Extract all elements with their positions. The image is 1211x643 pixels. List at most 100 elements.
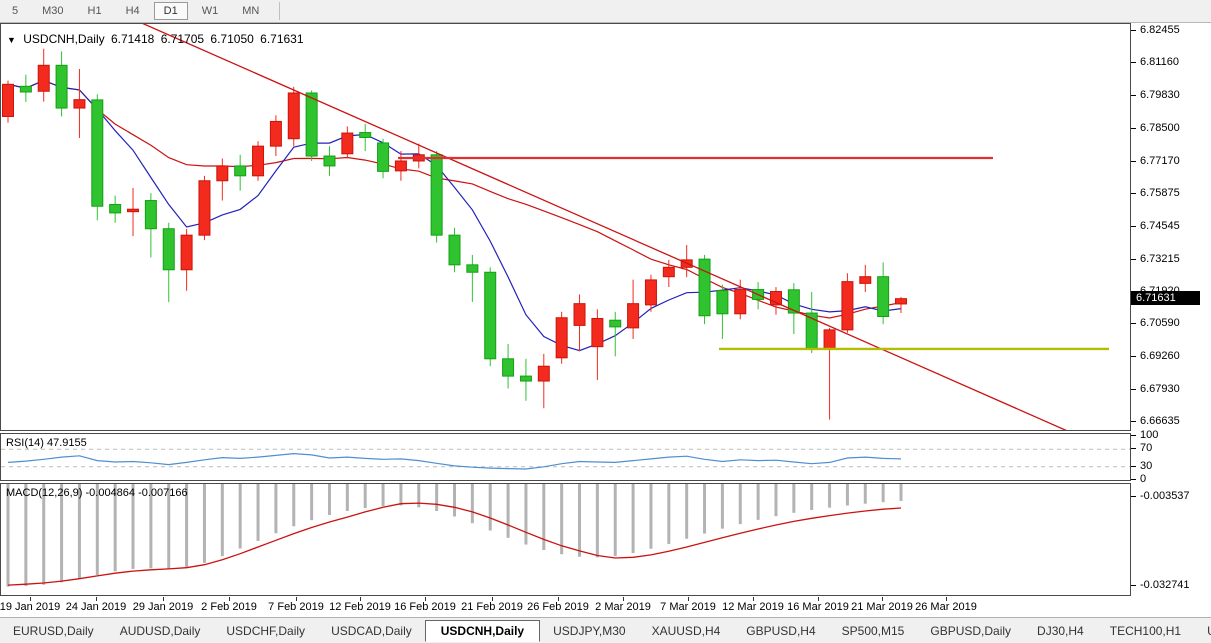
ma-fast-line: [7, 79, 902, 352]
date-tick: [163, 597, 164, 601]
timeframe-button-d1[interactable]: D1: [153, 2, 188, 20]
candle-up: [394, 160, 407, 172]
rsi-line: [7, 452, 902, 470]
rsi-label: RSI(14) 47.9155: [6, 437, 87, 449]
candle-up: [269, 120, 282, 147]
date-axis-label: 2 Feb 2019: [201, 601, 257, 613]
date-axis-label: 16 Mar 2019: [787, 601, 849, 613]
chart-tab-xauusd[interactable]: XAUUSD,H4: [651, 623, 721, 638]
candle-down: [519, 375, 532, 382]
chart-tab-audusd[interactable]: AUDUSD,Daily: [119, 623, 201, 638]
toolbar-separator: [279, 2, 281, 20]
date-axis-label: 2 Mar 2019: [595, 601, 651, 613]
candle-up: [627, 303, 640, 329]
price-axis-label-tick: [1131, 389, 1136, 391]
symbol-marker-icon: ▼: [7, 35, 16, 45]
price-axis-label-tick: [1131, 160, 1136, 162]
chart-tab-sp500[interactable]: SP500,M15: [841, 623, 905, 638]
date-tick: [30, 597, 31, 601]
price-axis-label: 6.82455: [1140, 24, 1180, 37]
candle-up: [591, 317, 604, 348]
candle-down: [448, 234, 461, 266]
candle-down: [609, 319, 622, 328]
timeframe-button-w1[interactable]: W1: [201, 5, 219, 17]
chart-tab-ui[interactable]: UI: [1194, 621, 1211, 641]
chart-tab-tech100[interactable]: TECH100,H1: [1109, 623, 1182, 638]
price-axis-label: 6.66635: [1140, 415, 1180, 428]
candle-down: [877, 276, 890, 318]
timeframe-button-5[interactable]: 5: [12, 5, 19, 17]
candle-up: [180, 234, 193, 271]
candle-down: [698, 258, 711, 317]
chart-tab-gbpusd[interactable]: GBPUSD,Daily: [930, 623, 1012, 638]
chart-tab-gbpusd[interactable]: GBPUSD,H4: [746, 623, 816, 638]
current-price-badge: 6.71631: [1131, 290, 1200, 305]
chart-tab-usdcnh[interactable]: USDCNH,Daily: [424, 619, 541, 642]
price-axis-label-tick: [1131, 258, 1136, 260]
chart-tab-usdcad[interactable]: USDCAD,Daily: [331, 623, 412, 638]
date-axis[interactable]: 19 Jan 2019 24 Jan 2019 29 Jan 2019 2 Feb 2…: [0, 597, 1211, 617]
candle-up: [573, 303, 586, 326]
price-axis-label-tick: [1131, 225, 1136, 227]
rsi-axis-label-tick: [1131, 448, 1136, 450]
price-axis-label: 6.74545: [1140, 219, 1180, 232]
timeframe-button-mn[interactable]: MN: [242, 5, 260, 17]
date-tick: [753, 597, 754, 601]
macd-axis-label: -0.032741: [1140, 578, 1190, 591]
ohlc-low: 6.71050: [210, 32, 254, 46]
date-axis-label: 24 Jan 2019: [65, 601, 127, 613]
macd-indicator-pane[interactable]: MACD(12,26,9) -0.004864 -0.007166: [0, 483, 1131, 596]
date-tick: [492, 597, 493, 601]
date-axis-label: 7 Mar 2019: [660, 601, 716, 613]
date-axis-label: 21 Feb 2019: [461, 601, 523, 613]
candle-down: [323, 155, 336, 167]
date-axis-label: 7 Feb 2019: [268, 601, 324, 613]
date-axis-label: 29 Jan 2019: [132, 601, 194, 613]
date-tick: [360, 597, 361, 601]
timeframe-toolbar: 5 M30 H1 H4 D1 W1 MN: [0, 0, 1211, 23]
candle-down: [466, 264, 479, 273]
candle-down: [377, 142, 390, 172]
chart-tab-bar: EURUSD,Daily AUDUSD,Daily USDCHF,Daily USDC…: [0, 617, 1211, 643]
chart-tab-dj30[interactable]: DJ30,H4: [1037, 623, 1084, 638]
candlestick-chart[interactable]: [1, 24, 1130, 430]
price-axis-label-tick: [1131, 323, 1136, 325]
rsi-axis-label: 70: [1140, 442, 1153, 455]
date-axis-label: 26 Feb 2019: [527, 601, 589, 613]
candle-up: [287, 92, 300, 140]
rsi-plot: [1, 448, 1130, 470]
price-chart-pane[interactable]: ▼ USDCNH,Daily 6.71418 6.71705 6.71050 6…: [0, 23, 1131, 431]
rsi-axis-label: 100: [1140, 429, 1159, 441]
ma-slow-line: [7, 79, 902, 319]
chart-tab-eurusd[interactable]: EURUSD,Daily: [13, 623, 94, 638]
price-axis-label: 6.78500: [1140, 121, 1180, 134]
price-axis-label: 6.73215: [1140, 252, 1180, 265]
chart-tab-usdjpy[interactable]: USDJPY,M30: [553, 623, 626, 638]
ohlc-open: 6.71418: [110, 32, 155, 46]
date-tick: [818, 597, 819, 601]
chart-symbol: USDCNH,Daily: [23, 32, 105, 46]
candle-up: [823, 329, 836, 350]
price-axis-label: 6.77170: [1140, 154, 1180, 167]
candle-up: [216, 165, 229, 182]
price-axis[interactable]: 6.71631 6.82455 6.81160 6.79830 6.78500 6.77…: [1131, 23, 1211, 617]
candle-down: [55, 64, 68, 109]
timeframe-button-h1[interactable]: H1: [87, 5, 102, 17]
candle-up: [841, 281, 854, 331]
date-tick: [96, 597, 97, 601]
rsi-indicator-pane[interactable]: RSI(14) 47.9155: [0, 433, 1131, 481]
candle-up: [537, 365, 550, 382]
candle-up: [769, 291, 782, 306]
timeframe-button-m30[interactable]: M30: [42, 5, 64, 17]
candle-down: [430, 154, 443, 236]
macd-axis-label-tick: [1131, 495, 1136, 497]
macd-label: MACD(12,26,9) -0.004864 -0.007166: [6, 487, 188, 499]
price-axis-label: 6.75875: [1140, 186, 1180, 199]
chart-tab-usdchf[interactable]: USDCHF,Daily: [226, 623, 306, 638]
candle-up: [895, 298, 907, 305]
timeframe-button-h4[interactable]: H4: [125, 5, 140, 17]
candle-up: [734, 289, 747, 315]
descending-trendline: [142, 24, 1067, 430]
candle-down: [305, 92, 318, 157]
